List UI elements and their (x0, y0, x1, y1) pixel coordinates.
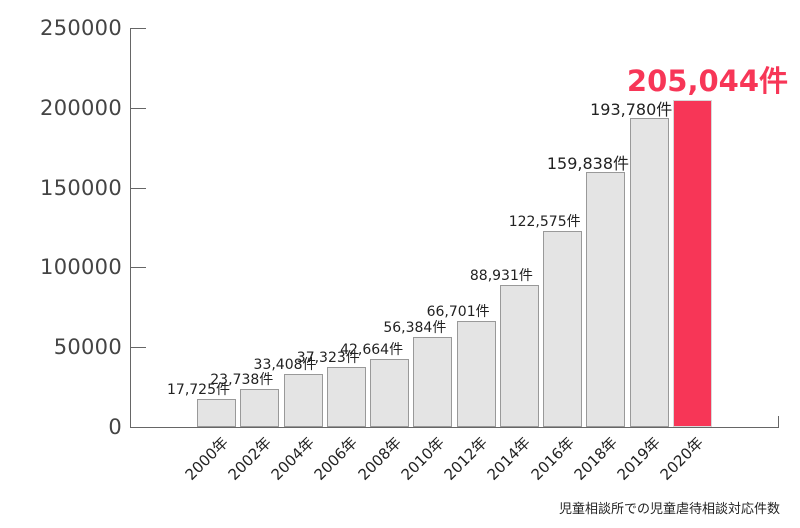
y-tick (130, 347, 146, 349)
data-label: 37,323件 (296, 350, 360, 367)
bar-2008年 (370, 358, 410, 427)
chart-caption: 児童相談所での児童虐待相談対応件数 (558, 502, 780, 517)
x-tick-label: 2020年 (657, 433, 708, 484)
data-label: 17,725件 (167, 381, 230, 398)
x-tick-label: 2002年 (224, 433, 275, 484)
data-label: 122,575件 (508, 214, 581, 231)
x-tick-label: 2012年 (440, 433, 492, 484)
bar-2020年 (672, 99, 712, 427)
bar-2010年 (413, 337, 453, 427)
bar-2002年 (240, 389, 280, 427)
bar-2006年 (326, 367, 366, 427)
bar-2016年 (543, 231, 583, 427)
data-label: 159,838件 (546, 153, 630, 173)
y-tick-label: 200000 (40, 95, 122, 120)
data-label: 33,408件 (253, 356, 317, 373)
bar-2004年 (283, 373, 323, 427)
x-axis-end-tick (778, 416, 779, 428)
y-tick (130, 267, 146, 269)
bar-2012年 (456, 320, 496, 427)
x-tick-label: 2008年 (354, 433, 405, 484)
x-tick-label: 2014年 (483, 433, 535, 484)
x-tick-label: 2004年 (267, 433, 318, 484)
bar-2000年 (197, 398, 236, 427)
y-tick-label: 100000 (40, 255, 122, 280)
data-label: 42,664件 (340, 341, 404, 358)
y-tick-label: 50000 (53, 335, 122, 360)
bar-2014年 (499, 285, 539, 427)
bar-2018年 (586, 171, 626, 427)
y-axis (130, 28, 131, 428)
x-tick-label: 2019年 (613, 433, 665, 484)
x-tick-label: 2000年 (181, 433, 232, 484)
x-tick-label: 2010年 (397, 433, 448, 484)
data-label: 66,701件 (426, 303, 490, 320)
data-label: 23,738件 (210, 372, 274, 389)
x-tick-label: 2016年 (527, 433, 578, 484)
y-tick (130, 28, 146, 29)
data-label: 56,384件 (383, 320, 447, 336)
x-tick-label: 2006年 (310, 433, 362, 484)
x-tick-label: 2018年 (570, 433, 621, 484)
y-tick (130, 427, 146, 428)
y-tick-label: 150000 (40, 175, 122, 200)
y-tick (130, 107, 146, 109)
data-label: 88,931件 (469, 268, 533, 285)
data-label: 205,044件 (626, 63, 789, 98)
x-axis (130, 427, 779, 428)
data-label: 193,780件 (590, 99, 673, 119)
y-tick (130, 187, 146, 189)
y-tick-label: 0 (108, 415, 122, 439)
y-tick-label: 250000 (40, 16, 122, 40)
bar-2019年 (629, 117, 669, 427)
